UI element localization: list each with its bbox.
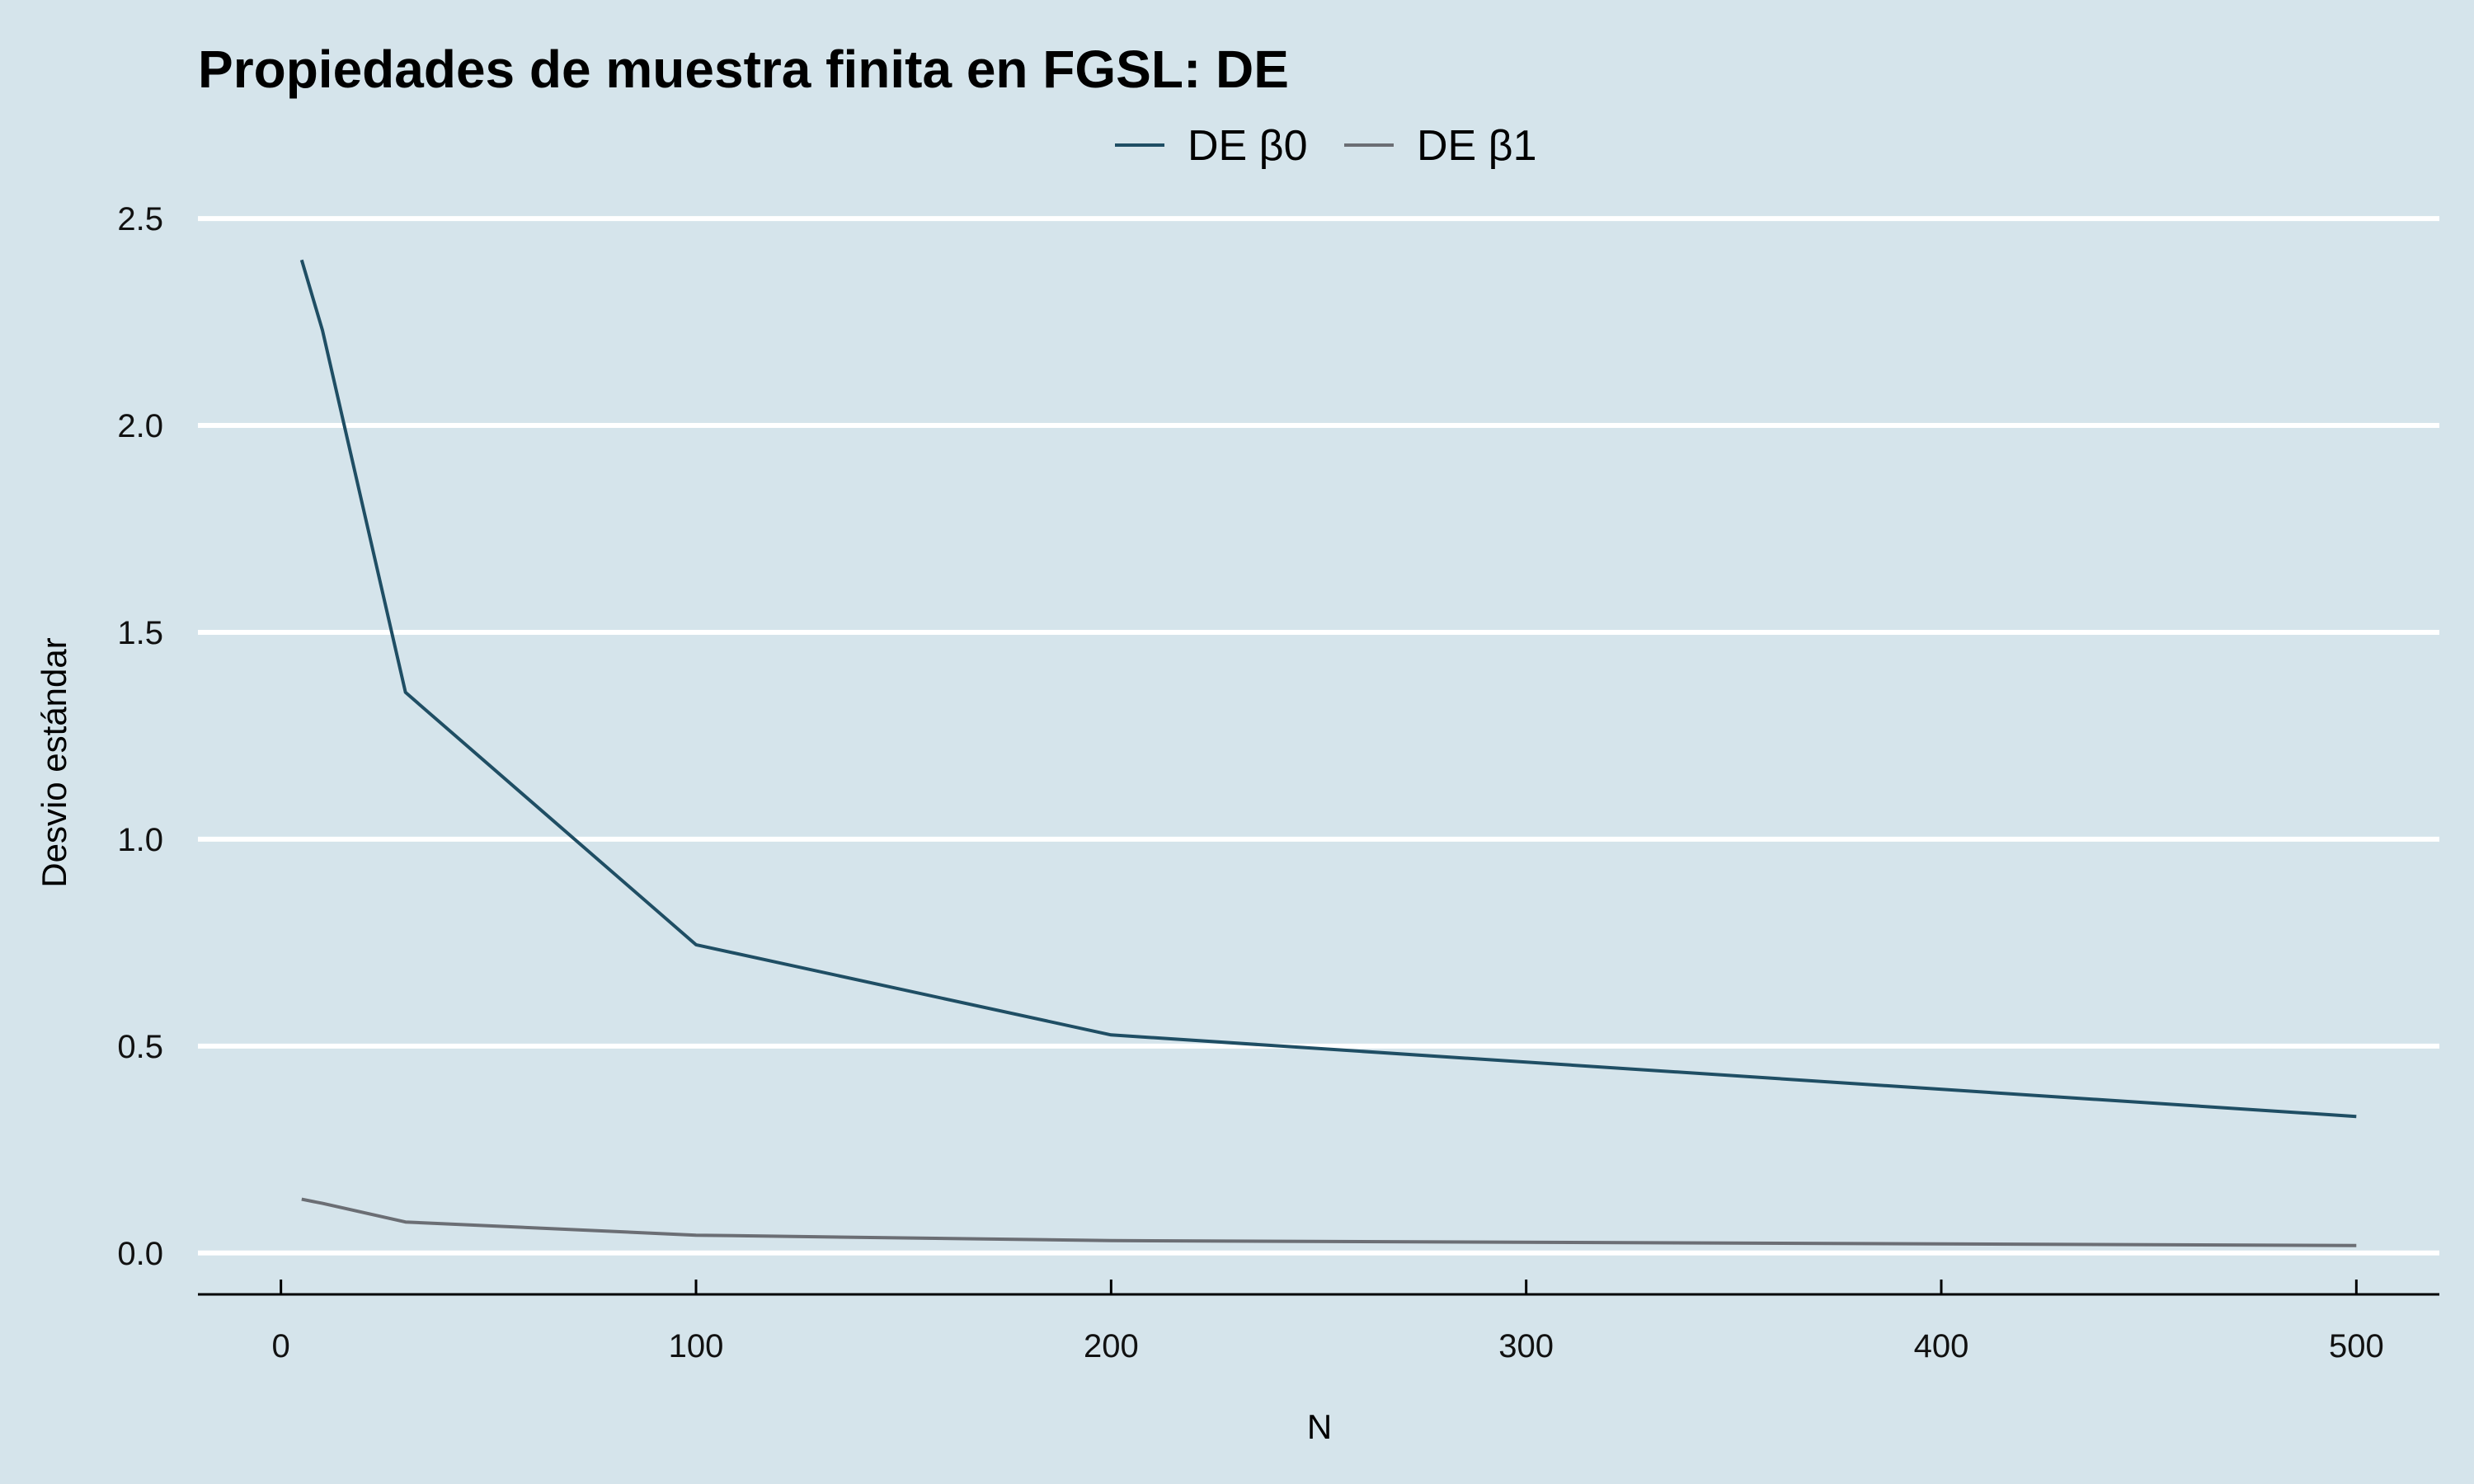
y-tick-label: 2.0: [117, 408, 163, 444]
x-tick-label: 300: [1498, 1328, 1554, 1364]
series-line-de-beta0: [299, 259, 2357, 1119]
y-tick-label: 1.5: [117, 615, 163, 651]
chart-title: Propiedades de muestra finita en FGSL: D…: [198, 40, 1289, 99]
y-tick-label: 0.0: [117, 1236, 163, 1272]
x-axis: 0 100 200 300 400 500: [198, 1280, 2439, 1364]
legend-label-de-beta0: DE β0: [1188, 122, 1308, 170]
y-tick-label: 2.5: [117, 201, 163, 237]
x-tick-label: 100: [669, 1328, 724, 1364]
y-axis-ticks: 0.0 0.5 1.0 1.5 2.0 2.5: [117, 201, 163, 1272]
x-tick-label: 400: [1914, 1328, 1969, 1364]
y-axis-title: Desvio estándar: [35, 637, 73, 888]
legend: DE β0 DE β1: [1115, 122, 1537, 170]
x-tick-label: 200: [1084, 1328, 1139, 1364]
gridlines: [198, 216, 2439, 1256]
x-tick-label: 500: [2329, 1328, 2384, 1364]
series-line-de-beta1: [301, 1197, 2357, 1247]
series-lines: [299, 259, 2357, 1247]
x-axis-title: N: [1307, 1407, 1332, 1446]
y-tick-label: 0.5: [117, 1029, 163, 1065]
y-tick-label: 1.0: [117, 822, 163, 858]
x-tick-label: 0: [272, 1328, 290, 1364]
legend-label-de-beta1: DE β1: [1417, 122, 1537, 170]
